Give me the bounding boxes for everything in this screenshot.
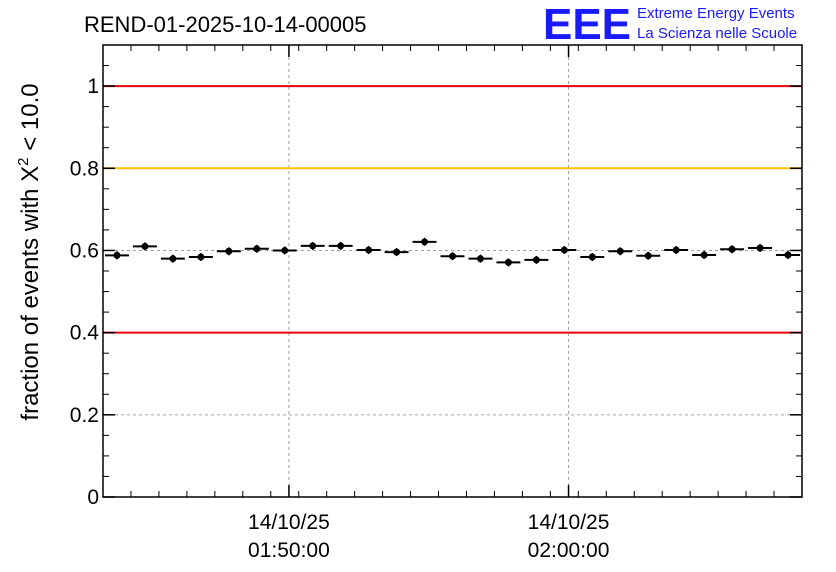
data-point: [616, 247, 624, 255]
chart-title: REND-01-2025-10-14-00005: [84, 12, 367, 37]
logo-line1: Extreme Energy Events: [637, 5, 795, 22]
logo-mark: EEE: [543, 0, 631, 49]
y-tick-label: 0.4: [70, 322, 100, 345]
data-point: [532, 256, 540, 264]
reference-lines: [103, 85, 802, 334]
data-points: [105, 237, 800, 267]
data-point: [253, 245, 261, 253]
data-point: [169, 255, 177, 263]
data-point: [560, 246, 568, 254]
data-point: [644, 252, 652, 260]
axes: [102, 44, 803, 498]
plot-frame: [102, 44, 803, 498]
data-point: [309, 242, 317, 250]
data-point: [141, 242, 149, 250]
data-point: [421, 238, 429, 246]
data-point: [337, 242, 345, 250]
data-point: [365, 246, 373, 254]
y-axis-label-sup: 2: [15, 157, 32, 165]
data-point: [449, 252, 456, 260]
y-tick-label: 1: [87, 75, 99, 98]
data-point: [756, 244, 764, 252]
y-tick-label: 0: [87, 486, 99, 509]
data-point: [281, 246, 289, 254]
data-point: [504, 258, 512, 266]
x-tick-label-time: 01:50:00: [248, 539, 330, 562]
x-tick-label-time: 02:00:00: [528, 539, 610, 562]
eee-logo: EEE Extreme Energy Events La Scienza nel…: [543, 0, 797, 49]
y-tick-label: 0.8: [70, 157, 99, 180]
data-point: [588, 253, 596, 261]
logo-line2: La Scienza nelle Scuole: [637, 25, 797, 42]
data-point: [393, 248, 401, 256]
axis-labels: 0 0.2 0.4 0.6 0.8 1 14/10/25 01:50:00 14/10/25 02…: [70, 75, 610, 562]
y-axis-label-symbol: X: [17, 166, 44, 182]
data-point: [113, 251, 121, 259]
data-point: [728, 245, 736, 253]
y-tick-label: 0.2: [70, 404, 99, 427]
data-point: [672, 246, 680, 254]
y-axis-label-main: fraction of events with: [17, 182, 44, 421]
data-point: [476, 255, 484, 263]
y-tick-label: 0.6: [70, 239, 99, 262]
y-axis-label-tail: < 10.0: [17, 83, 44, 157]
y-axis-label: fraction of events with X2 < 10.0: [15, 83, 44, 420]
x-tick-label-date: 14/10/25: [528, 511, 610, 534]
data-point: [225, 247, 233, 255]
data-point: [700, 251, 708, 259]
grid-lines: [103, 45, 802, 497]
data-point: [197, 253, 205, 261]
x-tick-label-date: 14/10/25: [248, 511, 330, 534]
data-point: [784, 251, 792, 259]
